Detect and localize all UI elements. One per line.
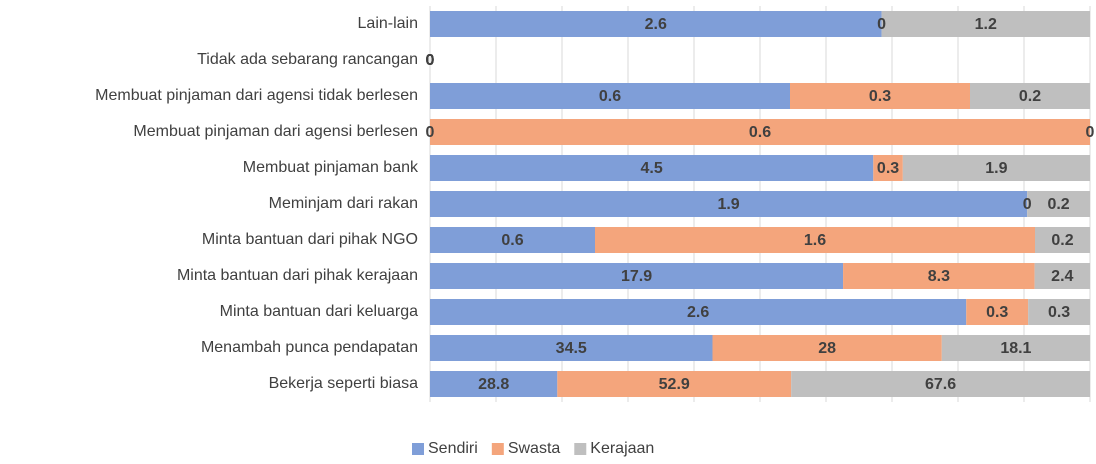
data-label: 0 <box>426 124 435 141</box>
bar-segment <box>881 11 1090 37</box>
data-label: 0.3 <box>986 304 1008 321</box>
data-label: 2.4 <box>1051 268 1073 285</box>
bar-segment <box>430 227 595 253</box>
category-label: Menambah punca pendapatan <box>201 339 418 356</box>
bar-segment <box>430 299 967 325</box>
data-label: 0.3 <box>869 88 891 105</box>
data-label: 17.9 <box>621 268 652 285</box>
bar-segment <box>595 227 1035 253</box>
data-label: 1.9 <box>717 196 739 213</box>
bar-segment <box>712 335 942 361</box>
data-label: 8.3 <box>928 268 950 285</box>
data-label: 0.6 <box>599 88 621 105</box>
legend-label: Swasta <box>508 440 561 457</box>
legend-label: Sendiri <box>428 440 478 457</box>
bar-segment <box>430 11 882 37</box>
bar-segment <box>557 371 792 397</box>
legend-label: Kerajaan <box>590 440 654 457</box>
data-label: 52.9 <box>659 376 690 393</box>
bar-segment <box>1027 191 1090 217</box>
data-label: 0 <box>877 16 886 33</box>
category-label: Lain-lain <box>358 15 418 32</box>
bar-segment <box>430 191 1028 217</box>
bar-segment <box>873 155 903 181</box>
data-label: 0.3 <box>877 160 899 177</box>
data-label: 0.6 <box>749 124 771 141</box>
bar-segment <box>843 263 1035 289</box>
data-label: 2.6 <box>687 304 709 321</box>
data-label: 0.2 <box>1047 196 1069 213</box>
data-label: 4.5 <box>641 160 663 177</box>
data-label: 28.8 <box>478 376 509 393</box>
category-label: Membuat pinjaman bank <box>243 159 419 176</box>
data-label: 34.5 <box>556 340 587 357</box>
legend-swatch <box>412 443 424 455</box>
data-label: 67.6 <box>925 376 956 393</box>
bar-segment <box>430 371 558 397</box>
data-label: 0 <box>1086 124 1095 141</box>
bar-segment <box>902 155 1090 181</box>
category-label: Bekerja seperti biasa <box>269 375 419 392</box>
data-label: 0.2 <box>1019 88 1041 105</box>
category-label: Meminjam dari rakan <box>269 195 418 212</box>
category-label: Membuat pinjaman dari agensi berlesen <box>133 123 418 140</box>
bar-segment <box>1035 227 1090 253</box>
bars <box>430 11 1090 397</box>
bar-segment <box>430 155 874 181</box>
data-label: 18.1 <box>1000 340 1031 357</box>
category-label: Membuat pinjaman dari agensi tidak berle… <box>95 87 418 104</box>
data-label: 0 <box>1023 196 1032 213</box>
data-label: 0 <box>426 52 435 69</box>
bar-segment <box>1028 299 1090 325</box>
data-label: 0.2 <box>1051 232 1073 249</box>
category-label: Tidak ada sebarang rancangan <box>197 51 418 68</box>
bar-segment <box>430 263 844 289</box>
data-label: 0.3 <box>1048 304 1070 321</box>
data-label: 0 <box>426 52 435 69</box>
data-label: 28 <box>818 340 836 357</box>
legend-swatch <box>491 443 504 455</box>
data-label: 0.6 <box>501 232 523 249</box>
legend: Sendiri Swasta Kerajaan <box>412 440 654 457</box>
bar-segment <box>791 371 1090 397</box>
data-label: 2.6 <box>645 16 667 33</box>
bar-segment <box>790 83 970 109</box>
category-label: Minta bantuan dari pihak kerajaan <box>177 267 418 284</box>
data-label: 1.2 <box>975 16 997 33</box>
bar-segment <box>966 299 1029 325</box>
legend-swatch <box>574 443 587 455</box>
bar-segment <box>941 335 1090 361</box>
category-label: Minta bantuan dari pihak NGO <box>202 231 418 248</box>
bar-segment <box>430 119 1090 145</box>
bar-segment <box>430 83 790 109</box>
bar-segment <box>430 335 713 361</box>
bar-segment <box>1034 263 1090 289</box>
bar-segment <box>970 83 1090 109</box>
data-label: 1.6 <box>804 232 826 249</box>
data-label: 0 <box>426 52 435 69</box>
data-label: 1.9 <box>985 160 1007 177</box>
category-label: Minta bantuan dari keluarga <box>220 303 418 320</box>
